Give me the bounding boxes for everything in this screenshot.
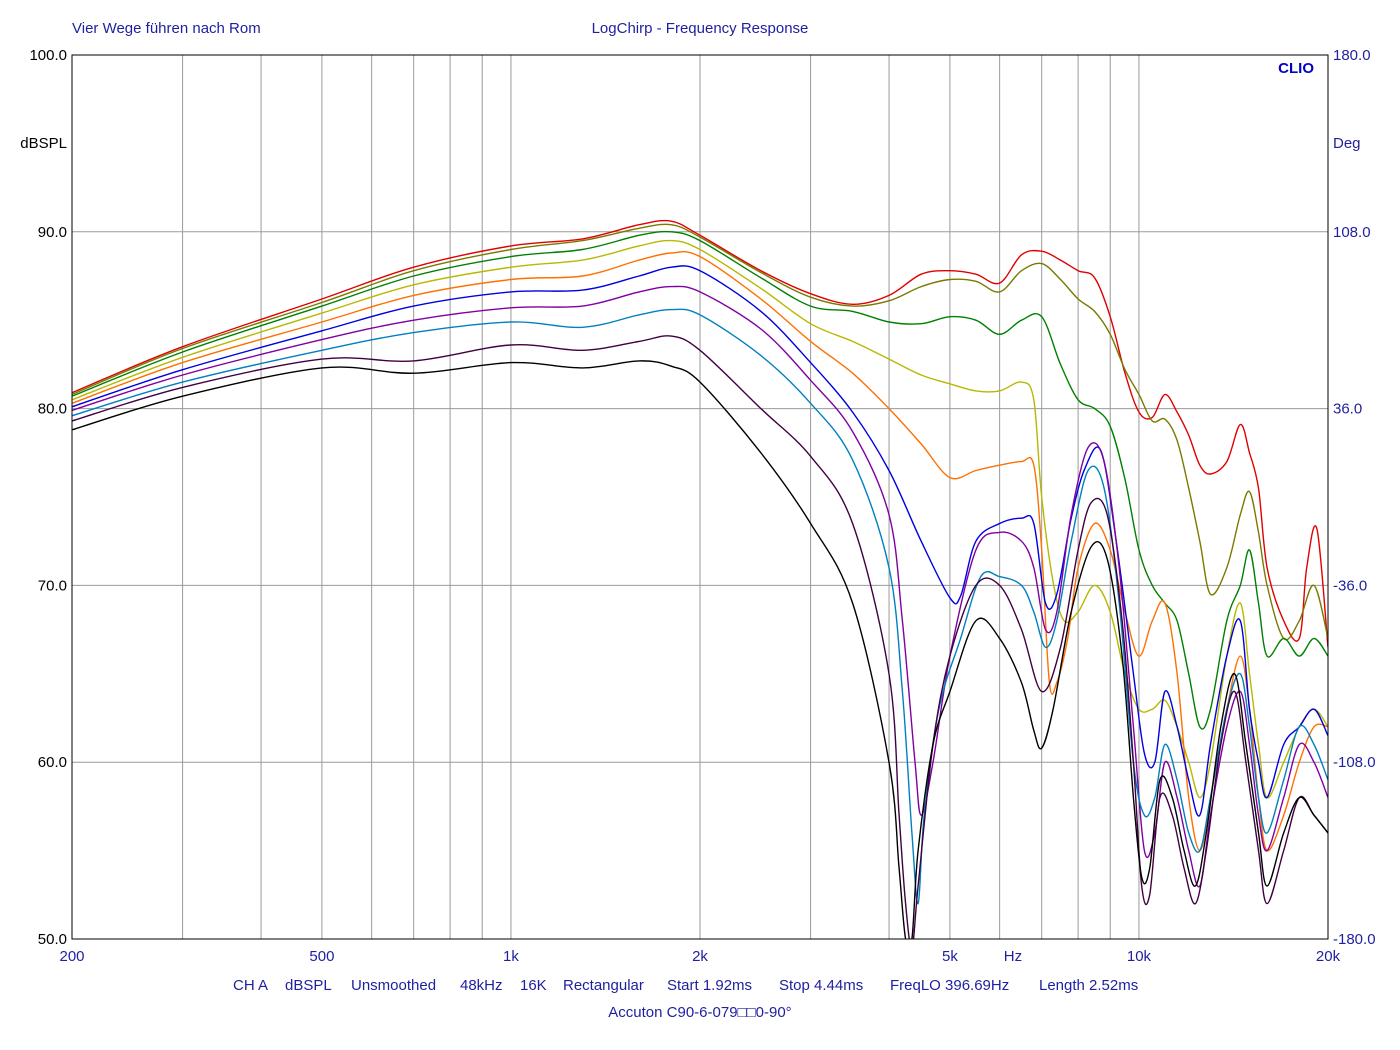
footer-unit: dBSPL [285,977,332,994]
y-right-tick-label: 180.0 [1333,47,1371,64]
footer-channel: CH A [233,977,268,994]
series-line-5 [72,250,1328,852]
x-tick-label: 2k [692,948,708,965]
y-axis-label-right: Deg [1333,135,1361,152]
footer-size: 16K [520,977,547,994]
series-layer [72,219,1328,939]
y-tick-label: 80.0 [38,401,67,418]
series-line-10 [72,360,1328,939]
header-left-title: Vier Wege führen nach Rom [72,20,261,37]
footer-start: Start 1.92ms [667,977,752,994]
y-right-tick-label: 108.0 [1333,224,1371,241]
y-tick-label: 50.0 [38,931,67,948]
plot-frame [71,54,1329,940]
y-right-tick-label: 36.0 [1333,401,1362,418]
series-line-3 [72,230,1328,730]
x-tick-label: 1k [503,948,519,965]
x-tick-label: 10k [1127,948,1152,965]
clio-brand: CLIO [1278,60,1314,77]
footer-smoothing: Unsmoothed [351,977,436,994]
x-tick-label: 500 [309,948,334,965]
y-right-tick-label: -180.0 [1333,931,1376,948]
footer-rate: 48kHz [460,977,503,994]
footer-freqlo: FreqLO 396.69Hz [890,977,1009,994]
series-line-7 [72,285,1328,888]
x-unit-label: Hz [1004,948,1022,965]
y-right-tick-label: -36.0 [1333,577,1367,594]
footer-stop: Stop 4.44ms [779,977,863,994]
series-line-4 [72,239,1328,799]
y-tick-label: 100.0 [29,47,67,64]
x-tick-label: 200 [59,948,84,965]
y-right-tick-label: -108.0 [1333,754,1376,771]
series-line-1 [72,219,1328,648]
y-tick-label: 70.0 [38,577,67,594]
footer-caption: Accuton C90-6-079□□0-90° [608,1004,791,1021]
footer-window: Rectangular [563,977,644,994]
y-tick-label: 90.0 [38,224,67,241]
x-tick-label: 20k [1316,948,1341,965]
y-axis-label-left: dBSPL [20,135,67,152]
footer-length: Length 2.52ms [1039,977,1138,994]
footer-settings: CH A dBSPL Unsmoothed 48kHz 16K Rectangu… [233,977,1138,994]
series-line-2 [72,223,1328,641]
series-line-9 [72,335,1328,939]
x-tick-label: 5k [942,948,958,965]
series-line-6 [72,265,1328,817]
series-line-8 [72,308,1328,905]
axis-labels: 100.0 90.0 80.0 70.0 60.0 50.0 180.0 108.0 36.0 -… [29,47,1375,965]
y-tick-label: 60.0 [38,754,67,771]
chart-title: LogChirp - Frequency Response [592,20,809,37]
